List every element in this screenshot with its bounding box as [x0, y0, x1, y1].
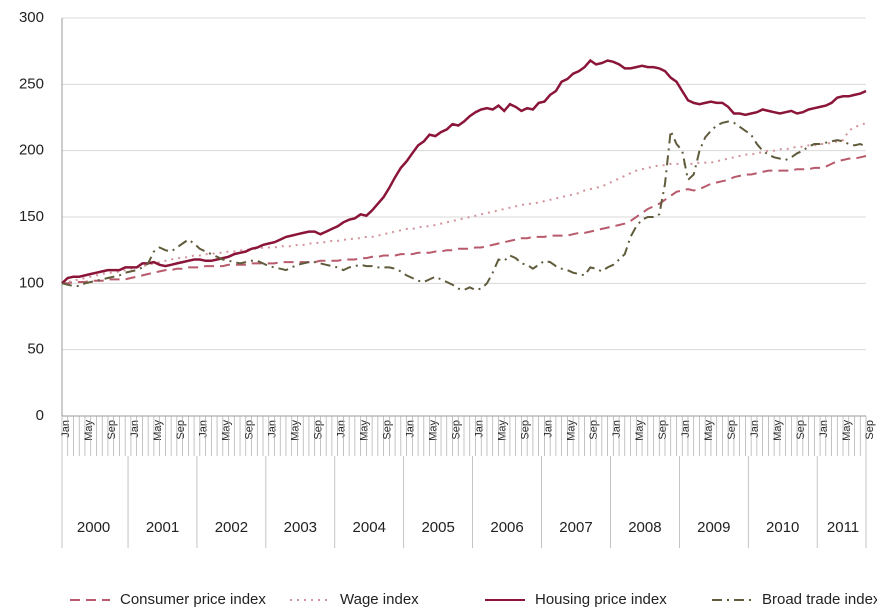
legend-label: Housing price index [535, 591, 667, 608]
x-tick-label: May [703, 420, 715, 441]
year-label: 2003 [284, 519, 317, 536]
y-tick-label: 300 [19, 9, 44, 26]
x-tick-label: Jan [267, 420, 279, 438]
legend-label: Wage index [340, 591, 419, 608]
year-label: 2006 [490, 519, 523, 536]
x-tick-label: Jan [749, 420, 761, 438]
series-line [61, 120, 867, 292]
x-tick-label: May [221, 420, 233, 441]
x-tick-label: Jan [542, 420, 554, 438]
y-tick-label: 250 [19, 75, 44, 92]
year-label: 2001 [146, 519, 179, 536]
series-line [61, 58, 867, 285]
x-tick-label: Sep [450, 420, 462, 440]
x-tick-label: Sep [795, 420, 807, 440]
x-tick-label: Jan [404, 420, 416, 438]
year-label: 2004 [353, 519, 386, 536]
x-tick-label: Sep [657, 420, 669, 440]
y-tick-label: 150 [19, 208, 44, 225]
year-label: 2007 [559, 519, 592, 536]
x-tick-label: May [359, 420, 371, 441]
x-tick-label: May [841, 420, 853, 441]
x-tick-label: May [772, 420, 784, 441]
year-label: 2010 [766, 519, 799, 536]
x-tick-label: Sep [864, 420, 876, 440]
y-tick-label: 200 [19, 142, 44, 159]
x-tick-label: Sep [244, 420, 256, 440]
x-tick-label: May [634, 420, 646, 441]
x-tick-label: Jan [611, 420, 623, 438]
y-tick-label: 100 [19, 274, 44, 291]
year-label: 2005 [421, 519, 454, 536]
x-tick-label: Sep [175, 420, 187, 440]
year-label: 2000 [77, 519, 110, 536]
x-tick-label: Sep [726, 420, 738, 440]
x-tick-label: Jan [198, 420, 210, 438]
x-tick-label: Jan [473, 420, 485, 438]
x-tick-label: Jan [818, 420, 830, 438]
year-label: 2011 [827, 519, 859, 536]
year-label: 2009 [697, 519, 730, 536]
x-tick-label: Sep [106, 420, 118, 440]
x-tick-label: May [427, 420, 439, 441]
x-tick-label: Jan [129, 420, 141, 438]
legend-label: Consumer price index [120, 591, 266, 608]
x-tick-label: Jan [336, 420, 348, 438]
x-tick-label: May [83, 420, 95, 441]
x-tick-label: Sep [519, 420, 531, 440]
year-label: 2002 [215, 519, 248, 536]
legend-label: Broad trade index [762, 591, 877, 608]
x-tick-label: Sep [588, 420, 600, 440]
x-tick-label: May [290, 420, 302, 441]
x-tick-label: Jan [680, 420, 692, 438]
series-line [61, 121, 867, 285]
x-tick-label: Jan [60, 420, 72, 438]
y-tick-label: 50 [27, 341, 44, 358]
x-tick-label: Sep [313, 420, 325, 440]
x-tick-label: May [152, 420, 164, 441]
x-tick-label: Sep [382, 420, 394, 440]
series-line [62, 155, 867, 285]
year-label: 2008 [628, 519, 661, 536]
x-tick-label: May [496, 420, 508, 441]
y-tick-label: 0 [36, 407, 44, 424]
x-tick-label: May [565, 420, 577, 441]
